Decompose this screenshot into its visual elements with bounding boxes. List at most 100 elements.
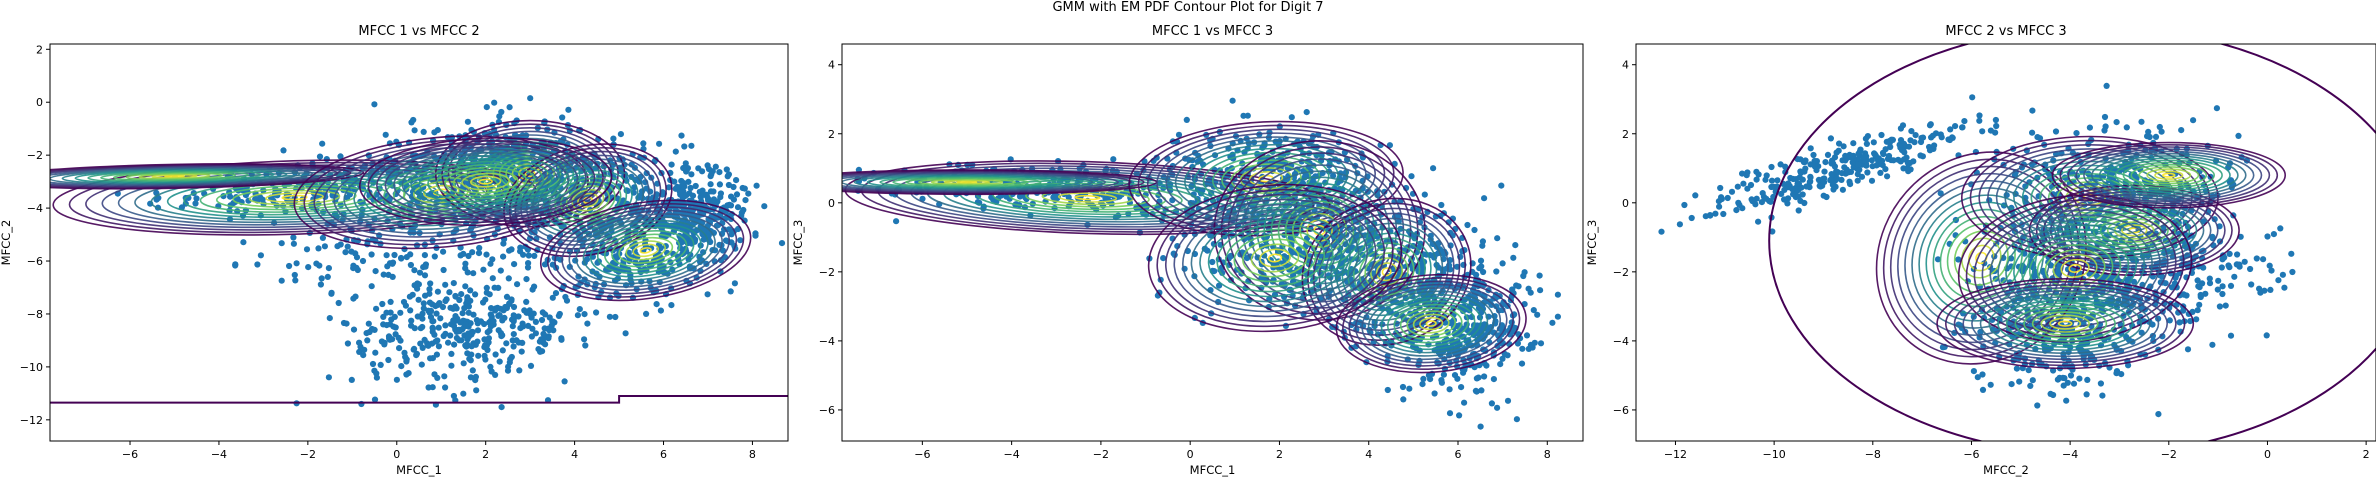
- scatter-point: [384, 263, 391, 270]
- scatter-point: [1421, 191, 1428, 198]
- contour-line: [427, 160, 545, 203]
- scatter-point: [1882, 166, 1889, 173]
- scatter-point: [380, 271, 387, 278]
- scatter-point: [383, 252, 390, 259]
- scatter-point: [518, 348, 525, 355]
- scatter-point: [398, 363, 405, 370]
- scatter-point: [1175, 131, 1183, 138]
- scatter-point: [380, 321, 387, 328]
- scatter-point: [483, 251, 490, 258]
- scatter-point: [2052, 128, 2060, 135]
- scatter-point: [1934, 256, 1942, 263]
- scatter-point: [366, 328, 373, 336]
- scatter-point: [525, 252, 532, 259]
- scatter-point: [1828, 171, 1835, 178]
- scatter-point: [421, 272, 429, 279]
- contour-line: [1207, 218, 1343, 298]
- scatter-point: [364, 337, 371, 344]
- scatter-point: [582, 342, 589, 349]
- scatter-point: [559, 114, 566, 121]
- scatter-point: [1796, 174, 1803, 181]
- scatter-point: [487, 363, 494, 370]
- contour-line: [1367, 290, 1495, 357]
- scatter-point: [491, 99, 498, 106]
- scatter-point: [657, 307, 665, 314]
- scatter-point: [2008, 381, 2015, 388]
- scatter-point: [407, 261, 414, 269]
- contour-line: [1354, 283, 1508, 364]
- contour-line: [498, 155, 562, 192]
- scatter-point: [527, 362, 535, 369]
- scatter-point: [700, 190, 707, 197]
- contour-line: [1419, 316, 1444, 331]
- scatter-point: [1460, 307, 1467, 315]
- contour-line: [1250, 243, 1300, 273]
- scatter-point: [704, 291, 711, 298]
- scatter-point: [415, 296, 422, 303]
- contour-line: [1342, 277, 1521, 371]
- scatter-point: [1520, 272, 1527, 280]
- scatter-point: [1789, 186, 1796, 193]
- scatter-point: [1855, 161, 1862, 168]
- scatter-point: [1440, 371, 1447, 378]
- scatter-point: [2219, 283, 2226, 290]
- scatter-point: [1905, 143, 1913, 150]
- scatter-point: [1897, 158, 1904, 165]
- scatter-point: [483, 104, 490, 111]
- scatter-point: [469, 249, 476, 256]
- scatter-point: [429, 384, 436, 391]
- scatter-point: [356, 339, 363, 346]
- scatter-point: [252, 196, 259, 203]
- scatter-point: [1400, 396, 1407, 403]
- scatter-point: [1446, 410, 1454, 417]
- scatter-point: [1494, 235, 1501, 242]
- scatter-point: [431, 253, 438, 260]
- scatter-point: [753, 182, 760, 189]
- scatter-point: [519, 339, 526, 346]
- scatter-point: [410, 116, 417, 124]
- scatter-point: [1821, 168, 1828, 175]
- scatter-point: [561, 378, 568, 385]
- scatter-point: [716, 181, 724, 188]
- axes-frame: [841, 43, 1584, 442]
- scatter-point: [462, 265, 469, 272]
- contour-line: [542, 169, 633, 231]
- scatter-point: [474, 327, 482, 334]
- scatter-point: [317, 281, 324, 288]
- y-tick-label: −12: [20, 414, 43, 427]
- scatter-point: [387, 298, 394, 305]
- scatter-point: [1419, 381, 1426, 388]
- scatter-point: [680, 165, 687, 172]
- scatter-point: [2152, 133, 2160, 140]
- scatter-point: [441, 373, 448, 380]
- scatter-point: [1959, 124, 1966, 131]
- scatter-point: [416, 269, 424, 276]
- contour-line: [571, 188, 605, 212]
- x-axis-label: MFCC_1: [1190, 463, 1236, 477]
- scatter-point: [1744, 169, 1751, 176]
- contour-line: [441, 123, 619, 224]
- scatter-point: [1884, 173, 1891, 180]
- contour-line: [1386, 300, 1476, 347]
- scatter-point: [1480, 268, 1487, 276]
- scatter-point: [1870, 139, 1877, 146]
- scatter-point: [1829, 157, 1836, 164]
- scatter-point: [323, 156, 330, 163]
- scatter-point: [1707, 212, 1714, 219]
- scatter-point: [1873, 162, 1880, 169]
- scatter-point: [1904, 159, 1911, 167]
- scatter-point: [385, 271, 392, 278]
- contour-line: [410, 154, 562, 209]
- contour-line: [1412, 313, 1450, 334]
- contour-line: [100, 170, 249, 182]
- y-tick-label: −6: [819, 404, 835, 417]
- scatter-point: [1537, 287, 1544, 294]
- scatter-point: [1755, 218, 1762, 225]
- contour-line: [554, 206, 738, 295]
- scatter-point: [541, 261, 549, 268]
- scatter-point: [1481, 195, 1488, 202]
- scatter-point: [733, 191, 741, 198]
- scatter-point: [628, 173, 635, 180]
- scatter-point: [500, 240, 507, 247]
- scatter-point: [510, 331, 517, 338]
